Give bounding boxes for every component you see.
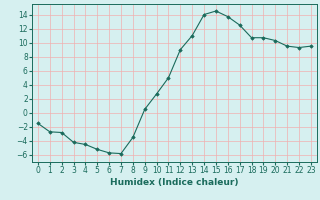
X-axis label: Humidex (Indice chaleur): Humidex (Indice chaleur) [110,178,239,187]
